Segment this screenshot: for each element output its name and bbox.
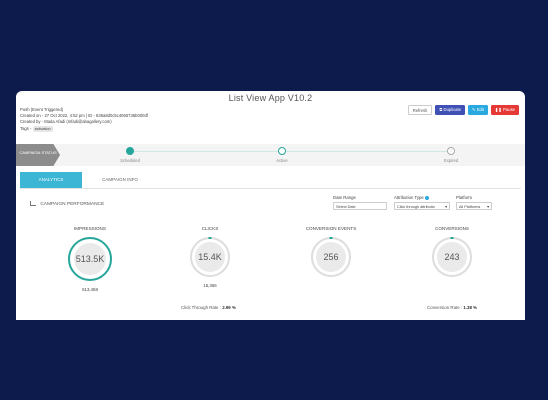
duplicate-label: Duplicate [443, 107, 462, 112]
edit-button[interactable]: ✎ Edit [468, 105, 488, 115]
pencil-icon: ✎ [472, 107, 476, 112]
refresh-button[interactable]: Refresh [407, 105, 433, 115]
duplicate-button[interactable]: ⧉ Duplicate [435, 105, 466, 115]
campaign-type: Push (Event Triggered) [20, 107, 64, 112]
step-label-scheduled: Scheduled [120, 158, 140, 163]
tab-analytics[interactable]: ANALYTICS [20, 172, 82, 188]
ctr-value: 2.99 % [222, 305, 236, 310]
impressions-ring: 513.5K [68, 237, 112, 281]
tags-label: Tags - [20, 125, 32, 131]
impressions-count: 513,458 [82, 287, 98, 292]
impressions-label: IMPRESSIONS [74, 226, 106, 231]
platform-filter: Platform All Platforms ▾ [456, 195, 492, 210]
clicks-value: 15.4K [198, 252, 222, 262]
step-active-dot-icon [278, 147, 286, 155]
conversion-rate-label: Conversion Rate : [427, 305, 463, 310]
conversions-ring: 243 [432, 237, 472, 277]
platform-select[interactable]: All Platforms ▾ [456, 202, 492, 210]
step-label-expired: Expired [443, 158, 459, 163]
attribution-label-row: Attribution Type [394, 195, 450, 200]
tab-campaign-info[interactable]: CAMPAIGN INFO [102, 177, 138, 182]
conversion-rate: Conversion Rate : 1.38 % [427, 305, 477, 310]
action-toolbar: Refresh ⧉ Duplicate ✎ Edit ❚❚ Pause [407, 105, 519, 115]
metric-conversions: CONVERSIONS 243 [412, 226, 492, 277]
clicks-label: CLICKS [201, 226, 219, 231]
bar-chart-icon [30, 201, 36, 206]
attribution-label: Attribution Type [394, 195, 424, 200]
chevron-down-icon: ▾ [445, 205, 447, 209]
pause-icon: ❚❚ [494, 107, 502, 112]
metric-conversion-events: CONVERSION EVENTS 256 [291, 226, 371, 277]
pause-button[interactable]: ❚❚ Pause [490, 105, 519, 115]
metric-clicks: CLICKS 15.4K 15,366 [170, 226, 250, 288]
attribution-value: Click through attributio [397, 205, 435, 209]
ctr-label: Click Through Rate : [181, 305, 221, 310]
info-icon[interactable] [424, 195, 429, 200]
campaign-card: List View App V10.2 Push (Event Triggere… [16, 91, 525, 320]
tag-badge[interactable]: activation [32, 125, 53, 132]
platform-value: All Platforms [459, 205, 481, 209]
metric-impressions: IMPRESSIONS 513.5K 513,458 [50, 226, 130, 292]
date-range-label: Date Range [333, 195, 356, 200]
app-title: List View App V10.2 [228, 93, 313, 103]
pause-label: Pause [503, 107, 515, 112]
campaign-performance-heading: CAMPAIGN PERFORMANCE [30, 201, 104, 207]
conversion-events-label: CONVERSION EVENTS [305, 226, 357, 231]
campaign-status-bar: CAMPAIGN STATUS ! Scheduled Active Expir… [16, 144, 525, 166]
attribution-select[interactable]: Click through attributio ▾ [394, 202, 450, 210]
chevron-down-icon: ▾ [487, 205, 489, 209]
date-range-filter: Date Range Select Date [333, 195, 387, 210]
step-scheduled-check-icon [126, 147, 134, 155]
impressions-value: 513.5K [75, 254, 105, 264]
conversions-label: CONVERSIONS [435, 226, 469, 231]
conversion-events-ring: 256 [311, 237, 351, 277]
date-range-input[interactable]: Select Date [333, 202, 387, 210]
tags-row: Tags - activation [20, 125, 148, 132]
attribution-filter: Attribution Type Click through attributi… [394, 195, 450, 210]
performance-title: CAMPAIGN PERFORMANCE [40, 201, 105, 207]
copy-icon: ⧉ [439, 107, 443, 112]
platform-label: Platform [456, 195, 472, 200]
clicks-count: 15,366 [203, 283, 217, 288]
step-label-active: Active [276, 158, 288, 163]
campaign-meta: Push (Event Triggered) Created on - 27 O… [20, 107, 148, 132]
date-range-value: Select Date [336, 205, 356, 209]
campaign-status-label: CAMPAIGN STATUS [16, 144, 60, 166]
conversion-events-value: 256 [323, 252, 339, 262]
clicks-ring: 15.4K [190, 237, 230, 277]
tab-bar: ANALYTICS CAMPAIGN INFO [20, 172, 521, 189]
click-through-rate: Click Through Rate : 2.99 % [181, 305, 236, 310]
created-by: Created by - Mada Afadi (mfadi@abagaller… [20, 119, 112, 125]
conversion-rate-value: 1.38 % [463, 305, 478, 310]
created-on: Created on - 27 Oct 2022, 4:52 pm | ID -… [20, 113, 148, 119]
status-track [129, 151, 451, 152]
conversions-value: 243 [444, 252, 460, 262]
step-expired-alert-icon: ! [447, 147, 455, 155]
edit-label: Edit [476, 107, 484, 112]
